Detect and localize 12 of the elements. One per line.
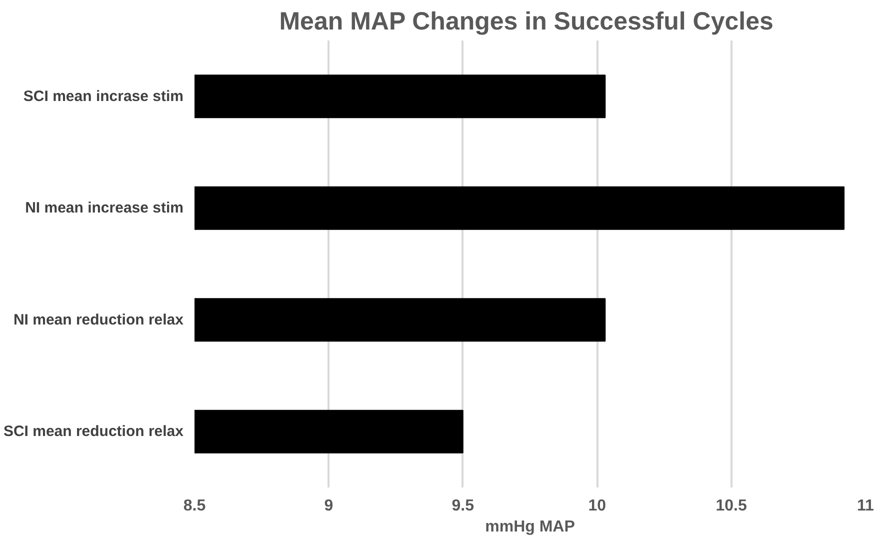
x-tick-label: 9 xyxy=(324,498,334,514)
x-axis-title: mmHg MAP xyxy=(485,518,576,536)
chart-title: Mean MAP Changes in Successful Cycles xyxy=(279,8,774,36)
x-tick-label: 11 xyxy=(857,498,874,514)
x-tick-label: 8.5 xyxy=(183,498,206,514)
y-tick-label: NI mean reduction relax xyxy=(13,311,184,328)
x-tick-label: 10.5 xyxy=(716,498,747,514)
y-tick-label: SCI mean reduction relax xyxy=(3,423,184,440)
y-tick-label: NI mean increase stim xyxy=(25,200,184,217)
x-tick-label: 10 xyxy=(588,498,606,514)
y-tick-label: SCI mean incrase stim xyxy=(23,88,184,105)
x-tick-label: 9.5 xyxy=(452,498,474,514)
